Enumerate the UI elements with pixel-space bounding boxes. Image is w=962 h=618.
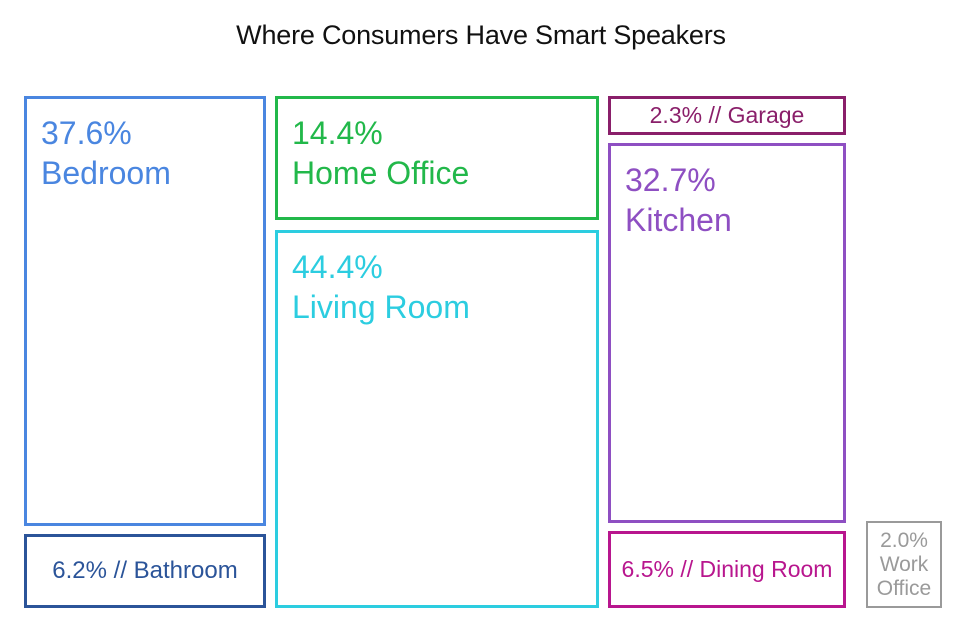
tile-work-office-label-line2: Office [876,576,932,600]
tile-bathroom-label: 6.2% // Bathroom [52,557,238,584]
tile-home-office: 14.4% Home Office [275,96,599,220]
tile-living-room-label: Living Room [292,289,470,325]
tile-kitchen-label: Kitchen [625,202,732,238]
tile-bedroom-value: 37.6% [41,115,132,151]
tile-work-office-label-line1: Work [879,552,929,576]
tile-home-office-label: Home Office [292,155,470,191]
tile-kitchen-value: 32.7% [625,162,716,198]
chart-title: Where Consumers Have Smart Speakers [236,20,726,50]
tile-work-office: 2.0% Work Office [866,521,942,608]
tile-bedroom-label: Bedroom [41,155,171,191]
tile-dining-room: 6.5% // Dining Room [608,531,846,608]
tile-bedroom: 37.6% Bedroom [24,96,266,526]
tile-garage-label: 2.3% // Garage [649,102,805,128]
tile-dining-room-label: 6.5% // Dining Room [621,556,833,582]
tile-living-room-value: 44.4% [292,249,383,285]
tile-garage: 2.3% // Garage [608,96,846,135]
tile-work-office-value: 2.0% [880,528,928,552]
tile-bathroom: 6.2% // Bathroom [24,534,266,608]
tile-living-room: 44.4% Living Room [275,230,599,608]
tile-home-office-value: 14.4% [292,115,383,151]
tile-kitchen: 32.7% Kitchen [608,143,846,523]
